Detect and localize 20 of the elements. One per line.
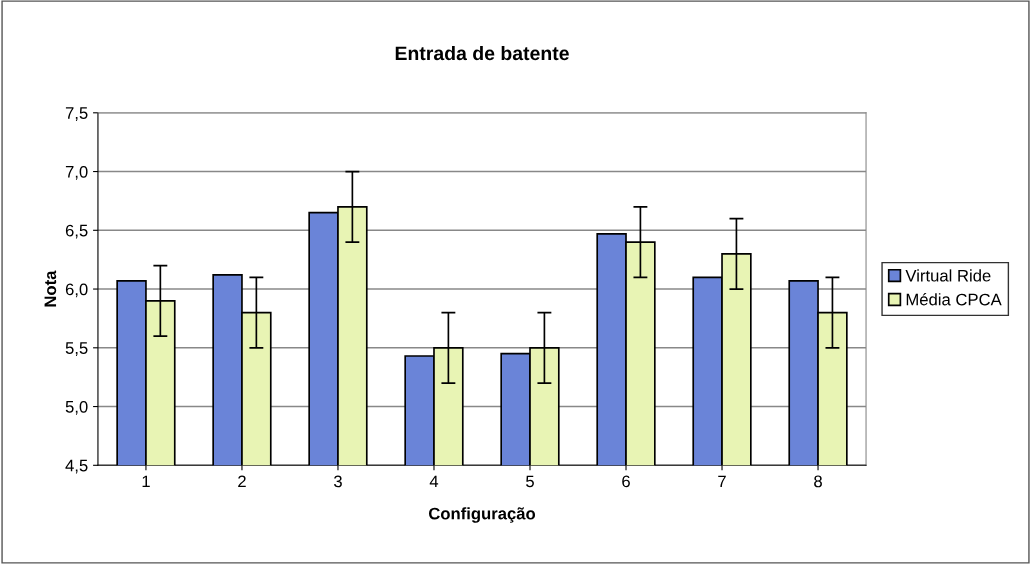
x-axis-title: Configuração	[428, 507, 536, 523]
y-tick-label: 5,0	[65, 400, 88, 415]
y-tick-label: 6,5	[65, 224, 88, 239]
x-tick-label: 5	[526, 475, 534, 488]
x-tick-label: 6	[622, 475, 630, 488]
chart-title: Entrada de batente	[395, 45, 569, 61]
y-tick-label: 6,0	[65, 283, 88, 298]
x-tick-label: 3	[333, 475, 342, 488]
y-tick-label: 5,5	[65, 342, 88, 356]
x-tick-label: 7	[718, 475, 726, 488]
y-tick-label: 7,0	[65, 165, 88, 180]
y-tick-label: 4,5	[65, 459, 88, 474]
legend-label: Virtual Ride	[905, 269, 991, 282]
x-tick-label: 4	[429, 475, 439, 488]
x-tick-label: 1	[142, 475, 150, 488]
x-tick-label: 2	[238, 475, 246, 488]
x-tick-label: 8	[814, 475, 822, 488]
y-tick-label: 7,5	[65, 107, 88, 121]
y-axis-title: Nota	[44, 270, 57, 307]
legend-label: Média CPCA	[906, 293, 1002, 306]
